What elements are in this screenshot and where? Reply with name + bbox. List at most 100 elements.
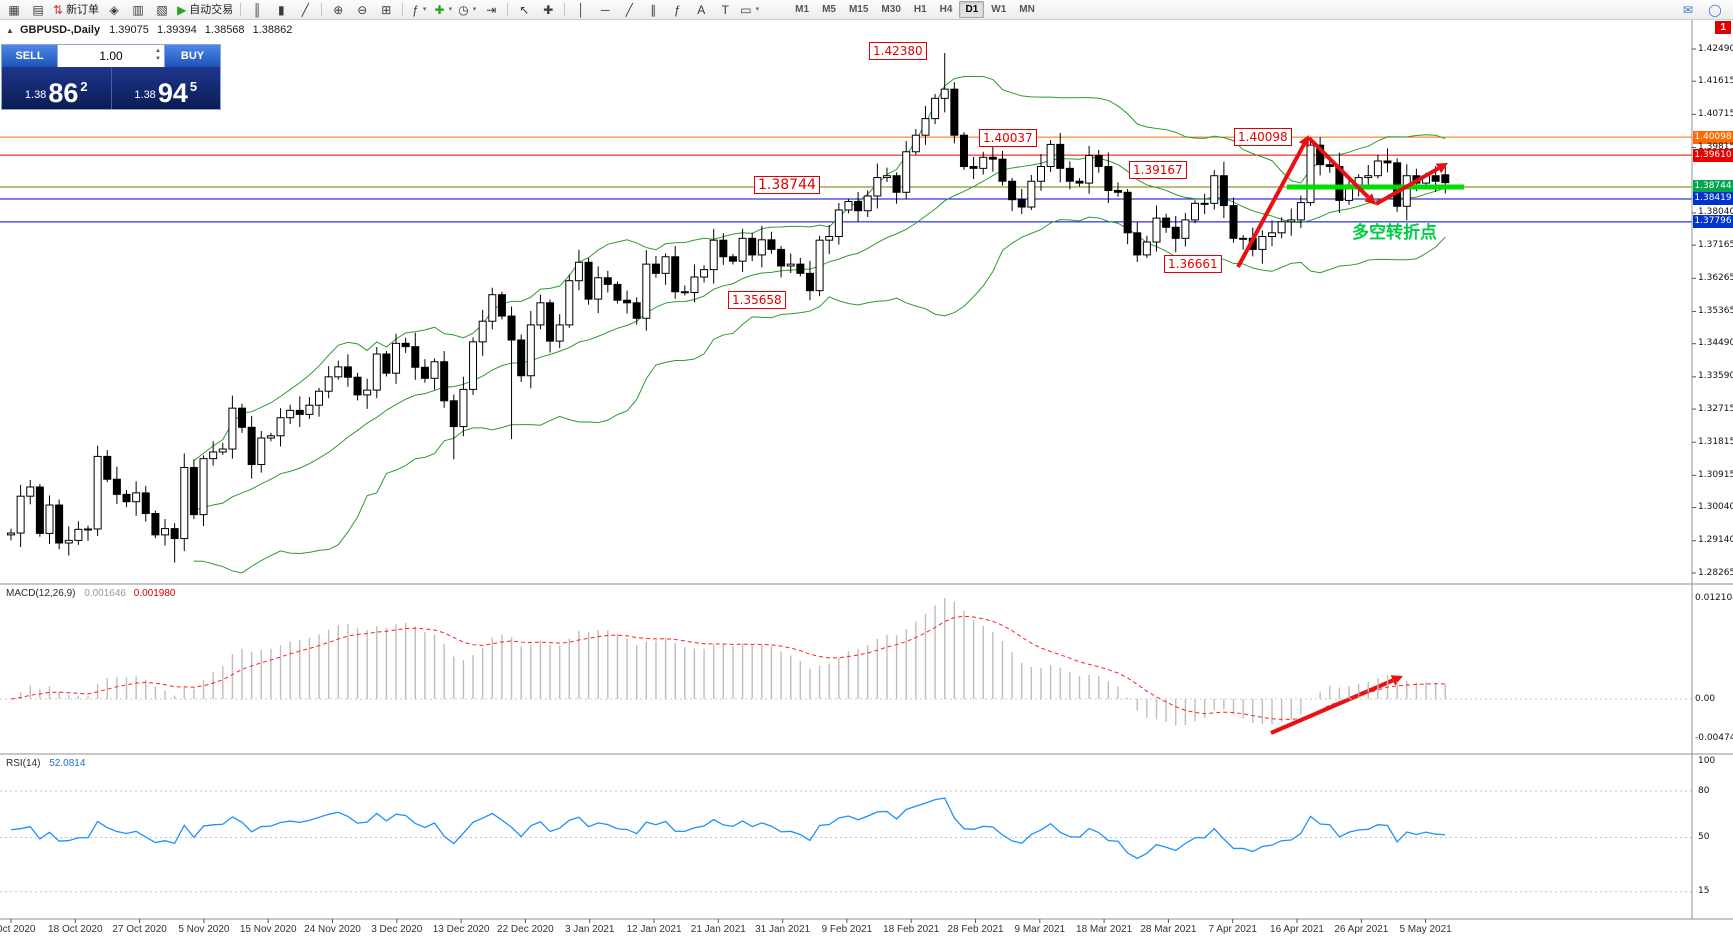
chart-close-value: 1.38862 (252, 24, 293, 36)
channel-icon: ∥ (650, 2, 657, 17)
price-annotation[interactable]: 1.35658 (728, 291, 786, 309)
price-scale-label: 1.31815 (1698, 436, 1733, 447)
navigator-icon[interactable]: ▧ (151, 2, 173, 18)
main-price-panel (0, 53, 1692, 574)
price-annotation[interactable]: 1.40037 (979, 129, 1037, 147)
price-scale-label: 1.41615 (1698, 75, 1733, 86)
label-icon[interactable]: T (714, 2, 736, 18)
candlestick-chart-icon[interactable]: ▮ (270, 2, 292, 18)
turning-point-label[interactable]: 多空转折点 (1352, 223, 1437, 242)
date-axis-label: 24 Nov 2020 (304, 924, 361, 935)
periods-icon[interactable]: ◷ ▾ (456, 2, 478, 18)
timeframe-h1[interactable]: H1 (913, 4, 927, 15)
price-annotation[interactable]: 1.42380 (869, 42, 927, 60)
bid-price[interactable]: 1.38 86 2 (2, 67, 111, 109)
community-icon[interactable]: ◯ (1704, 2, 1726, 18)
timeframe-mn[interactable]: MN (1019, 4, 1035, 15)
toolbar-right-icons: ✉ ◯ (1677, 2, 1730, 18)
zoom-out-icon[interactable]: ⊖ (351, 2, 373, 18)
dropdown-caret-icon[interactable]: ▾ (448, 5, 453, 13)
price-scale-label: 1.32715 (1698, 403, 1733, 414)
dropdown-caret-icon[interactable]: ▾ (755, 5, 760, 13)
horizontal-line-icon: ─ (601, 2, 610, 17)
rsi-scale-label: 80 (1698, 785, 1710, 796)
bar-chart-icon[interactable]: ║ (246, 2, 268, 18)
channel-icon[interactable]: ∥ (642, 2, 664, 18)
price-scale-label: 1.40715 (1698, 108, 1733, 119)
text-icon[interactable]: A (690, 2, 712, 18)
rsi-scale-label: 50 (1698, 832, 1710, 842)
date-axis-label: 8 Oct 2020 (0, 924, 36, 935)
timeframe-m15[interactable]: M15 (848, 4, 869, 15)
zoom-in-icon[interactable]: ⊕ (327, 2, 349, 18)
toolbar-separator (240, 3, 242, 16)
new-order-button[interactable]: ⇅ 新订单 (51, 2, 101, 18)
vertical-line-icon: │ (577, 2, 586, 17)
auto-trading-button-label: 自动交易 (189, 3, 234, 16)
horizontal-line-icon[interactable]: ─ (594, 2, 616, 18)
date-axis-label: 13 Dec 2020 (432, 924, 490, 935)
price-annotation[interactable]: 1.38744 (754, 176, 820, 194)
market-watch-icon[interactable]: ▥ (127, 2, 149, 18)
candlestick-chart-icon: ▮ (277, 2, 285, 17)
macd-histogram (19, 597, 1446, 726)
date-axis[interactable]: 8 Oct 2020 18 Oct 2020 27 Oct 2020 5 Nov 20… (0, 924, 1733, 940)
date-axis-label: 18 Mar 2021 (1076, 924, 1133, 935)
new-chart-icon: ▦ (8, 2, 20, 17)
ask-price[interactable]: 1.38 94 5 (110, 67, 221, 109)
auto-scroll-icon[interactable]: ⇥ (480, 2, 502, 18)
line-chart-icon[interactable]: ╱ (294, 2, 316, 18)
indicators-icon: ƒ (412, 2, 419, 17)
collapse-arrow-icon[interactable]: ▲ (6, 26, 14, 35)
trend-arrow (1375, 163, 1448, 206)
price-scale-label: 1.42490 (1698, 43, 1733, 54)
trendline-icon[interactable]: ╱ (618, 2, 640, 18)
profiles-icon[interactable]: ▤ (27, 2, 49, 18)
tile-windows-icon[interactable]: ⊞ (375, 2, 397, 18)
date-axis-label: 3 Dec 2020 (371, 924, 423, 935)
timeframe-h4[interactable]: H4 (939, 4, 953, 15)
dropdown-caret-icon[interactable]: ▾ (422, 5, 427, 13)
macd-main-value: 0.001646 (84, 588, 126, 599)
indicators-icon[interactable]: ƒ ▾ (408, 2, 430, 18)
price-scale-badge: 1.40098 (1693, 130, 1733, 144)
date-axis-label: 5 May 2021 (1399, 924, 1452, 935)
price-annotation[interactable]: 1.40098 (1234, 128, 1292, 146)
label-icon: T (721, 2, 729, 17)
rsi-label: RSI(14) (6, 758, 41, 769)
cursor-icon[interactable]: ↖ (513, 2, 535, 18)
expert-advisors-icon[interactable]: ◈ (103, 2, 125, 18)
macd-scale-label: 0.012104 (1695, 592, 1733, 603)
price-annotation[interactable]: 1.36661 (1164, 255, 1222, 273)
new-chart-icon[interactable]: ▦ (3, 2, 25, 18)
timeframe-m5[interactable]: M5 (822, 4, 836, 15)
vertical-line-icon[interactable]: │ (570, 2, 592, 18)
volume-stepper[interactable]: ▲ ▼ (155, 48, 161, 62)
chart-open-value: 1.39075 (109, 24, 149, 36)
shapes-icon[interactable]: ▭ ▾ (738, 2, 761, 18)
rsi-scale-label: 15 (1698, 886, 1710, 897)
timeframe-m1[interactable]: M1 (795, 4, 810, 15)
mail-icon[interactable]: ✉ (1677, 2, 1699, 18)
buy-button[interactable]: BUY (165, 45, 220, 67)
timeframe-d1[interactable]: D1 (959, 1, 985, 18)
crosshair-icon[interactable]: ✚ (537, 2, 559, 18)
notification-badge[interactable]: 1 (1715, 21, 1731, 34)
auto-trading-button[interactable]: ▶ 自动交易 (175, 2, 235, 18)
add-indicator-icon[interactable]: ✚ ▾ (432, 2, 454, 18)
price-scale-label: 1.30915 (1698, 469, 1733, 480)
fibonacci-icon[interactable]: ƒ (666, 2, 688, 18)
volume-input[interactable]: 1.00 ▲ ▼ (57, 45, 165, 67)
price-annotation[interactable]: 1.39167 (1129, 161, 1187, 179)
zoom-in-icon: ⊕ (333, 2, 344, 17)
price-scale-badge: 1.39610 (1693, 148, 1733, 162)
timeframe-m30[interactable]: M30 (881, 4, 901, 15)
macd-panel (0, 597, 1692, 735)
auto-trading-button: ▶ (177, 2, 187, 17)
bid-price-big: 86 (48, 78, 79, 109)
date-axis-label: 28 Feb 2021 (947, 924, 1004, 935)
sell-button[interactable]: SELL (2, 45, 57, 67)
timeframe-w1[interactable]: W1 (991, 4, 1007, 15)
dropdown-caret-icon[interactable]: ▾ (472, 5, 477, 13)
